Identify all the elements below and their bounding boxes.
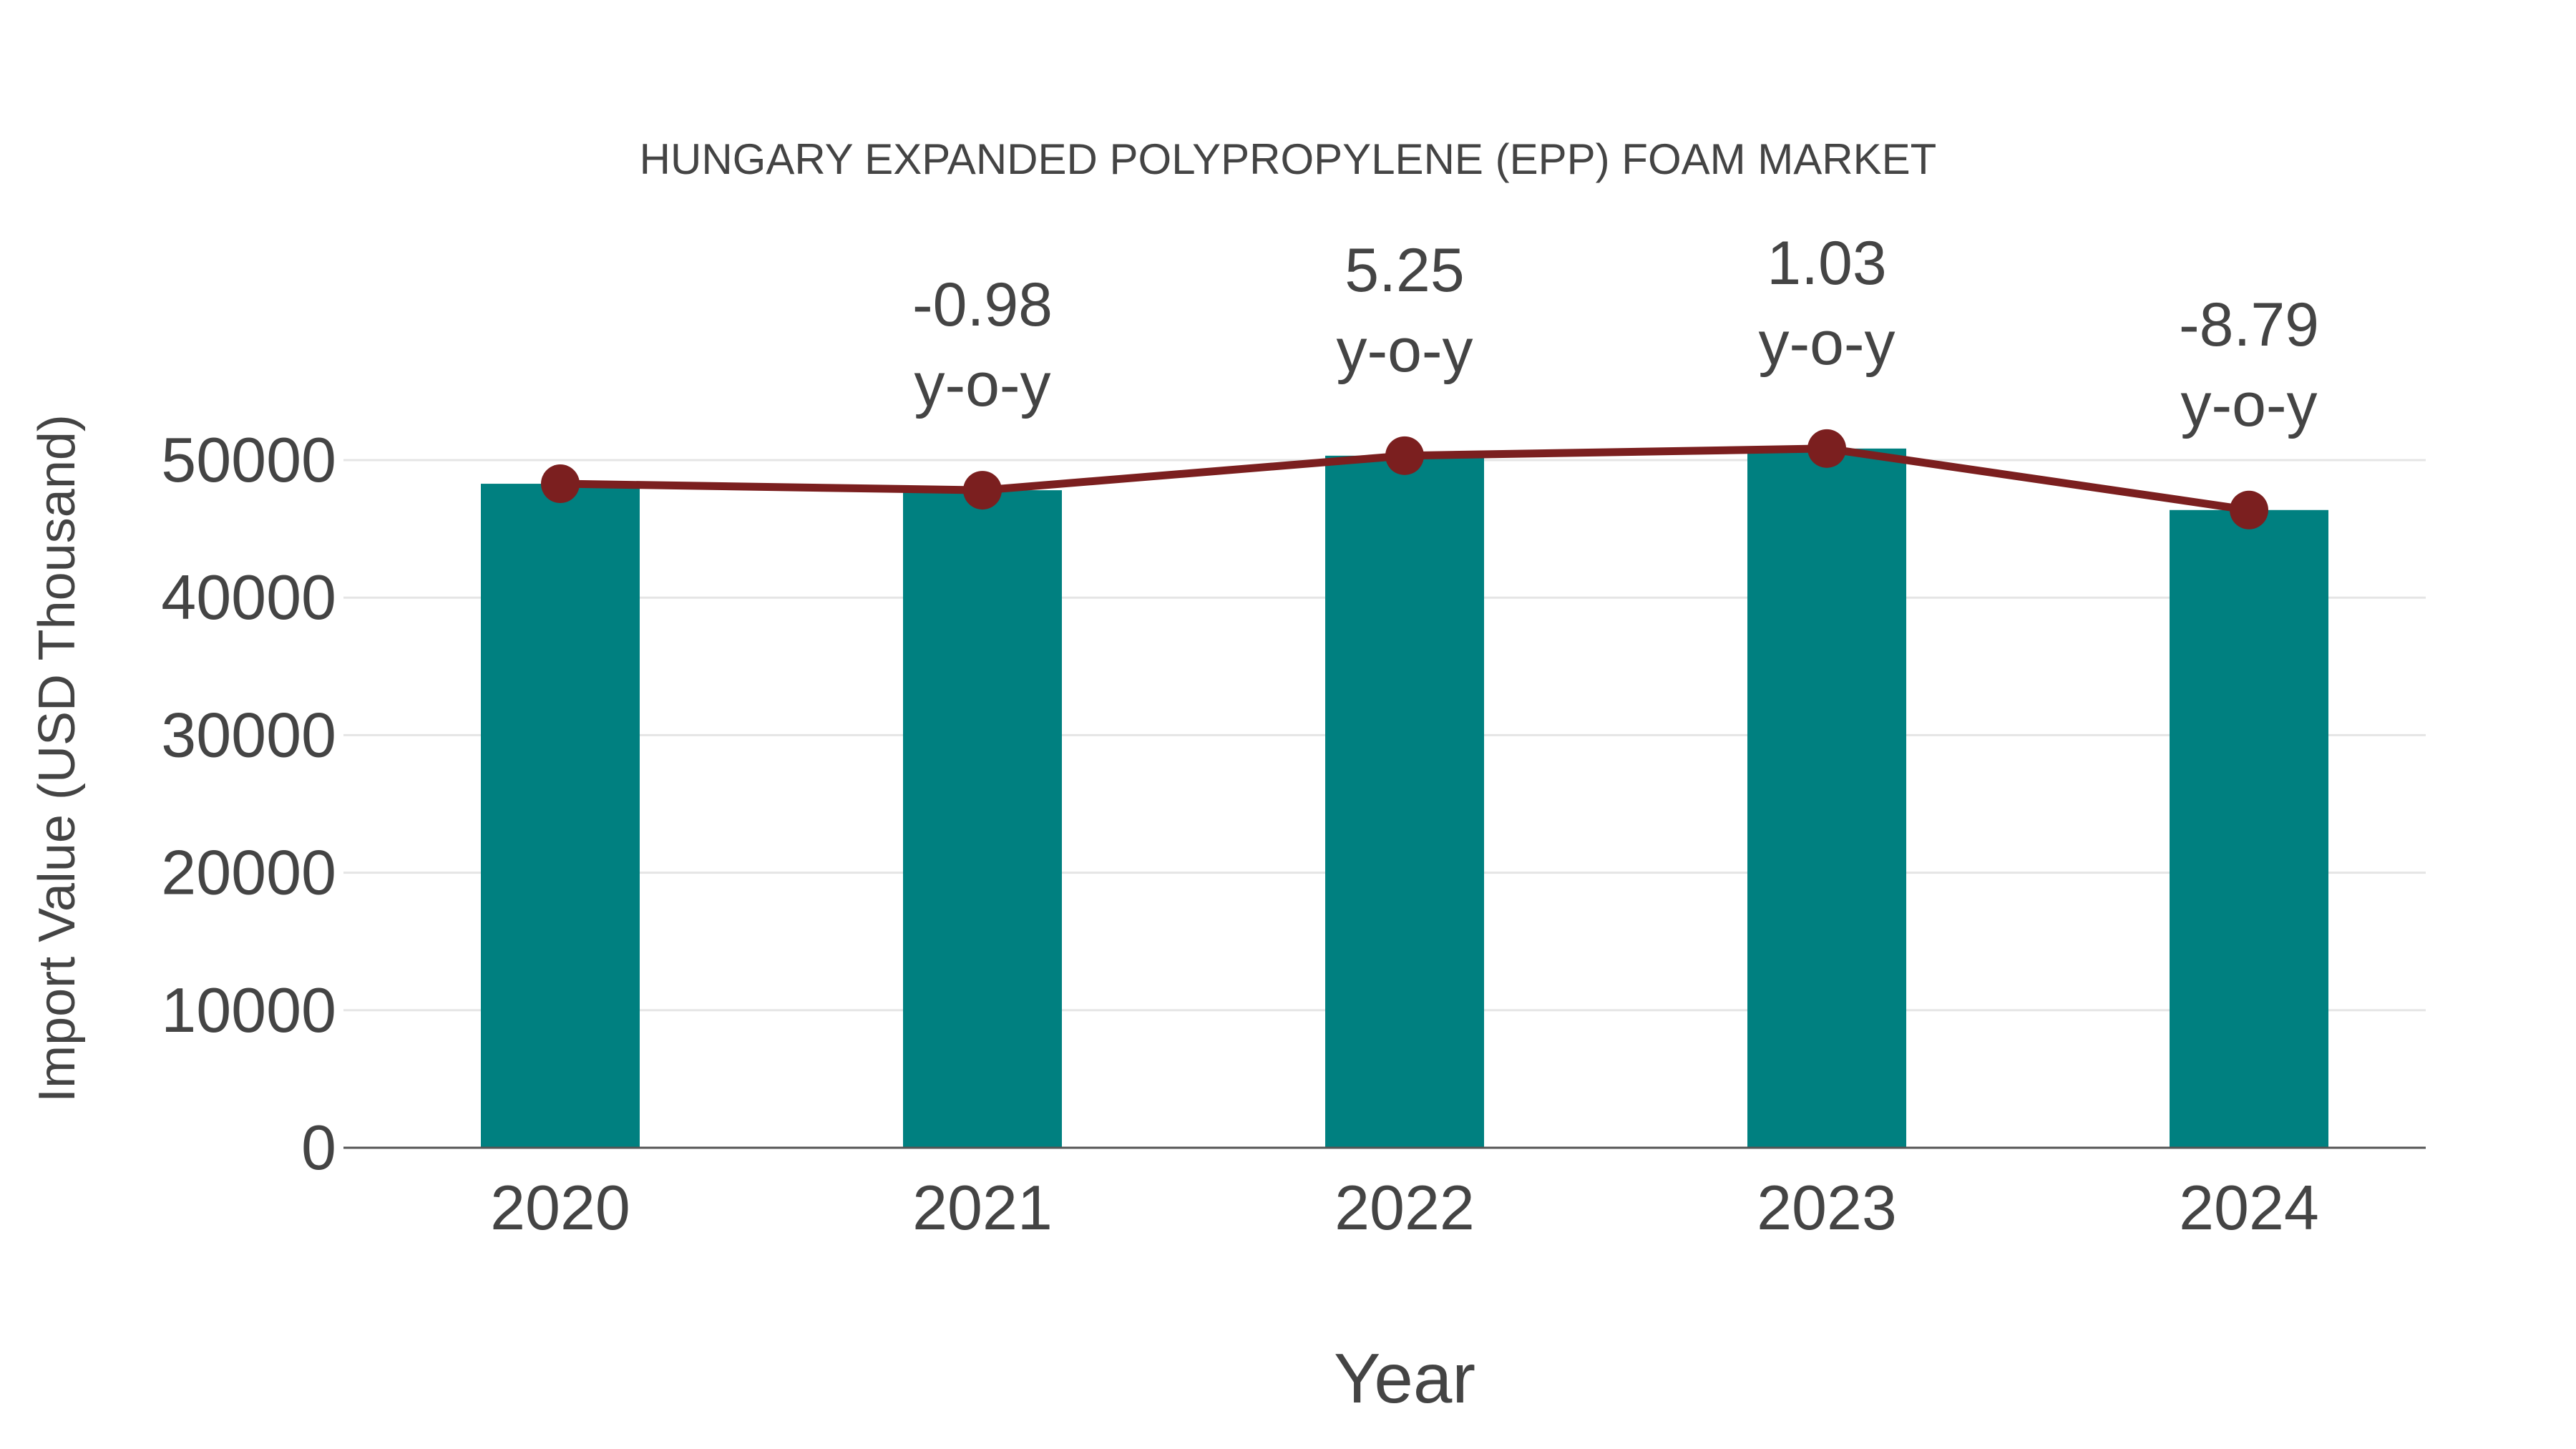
- trend-marker-2020[interactable]: [541, 464, 580, 504]
- bar-2022[interactable]: [1325, 455, 1484, 1148]
- trend-marker-2022[interactable]: [1385, 436, 1424, 475]
- chart-title: HUNGARY EXPANDED POLYPROPYLENE (EPP) FOA…: [640, 135, 1937, 183]
- annotation-2022: 5.25 y-o-y: [1336, 236, 1473, 385]
- trend-marker-2024[interactable]: [2230, 490, 2268, 530]
- annotation-2021: -0.98 y-o-y: [912, 270, 1053, 419]
- y-axis-title: Import Value (USD Thousand): [29, 414, 86, 1103]
- y-tick-label: 20000: [161, 837, 336, 908]
- x-tick-label: 2020: [490, 1172, 630, 1243]
- yoy-value: -0.98: [912, 270, 1053, 339]
- trend-line-series: [541, 429, 2268, 530]
- y-tick-label: 0: [301, 1112, 336, 1183]
- bar-2020[interactable]: [481, 484, 640, 1148]
- x-tick-label: 2021: [912, 1172, 1053, 1243]
- bar-2024[interactable]: [2170, 509, 2328, 1148]
- bar-2023[interactable]: [1747, 448, 1906, 1148]
- yoy-suffix: y-o-y: [914, 351, 1050, 419]
- x-axis-ticks: 2020 2021 2022 2023 2024: [490, 1172, 2319, 1243]
- bar-series: [481, 448, 2328, 1148]
- yoy-suffix: y-o-y: [1336, 316, 1473, 385]
- yoy-value: 5.25: [1345, 236, 1464, 305]
- trend-marker-2021[interactable]: [963, 471, 1002, 510]
- x-tick-label: 2022: [1335, 1172, 1475, 1243]
- y-tick-label: 10000: [161, 975, 336, 1045]
- x-tick-label: 2024: [2179, 1172, 2319, 1243]
- y-tick-label: 40000: [161, 562, 336, 633]
- yoy-value: -8.79: [2179, 291, 2319, 359]
- y-tick-label: 30000: [161, 699, 336, 770]
- y-tick-label: 50000: [161, 424, 336, 495]
- annotation-2023: 1.03 y-o-y: [1758, 229, 1895, 378]
- yoy-suffix: y-o-y: [2180, 371, 2317, 439]
- y-axis-ticks: 0 10000 20000 30000 40000 50000: [161, 424, 336, 1183]
- yoy-value: 1.03: [1767, 229, 1886, 298]
- trend-marker-2023[interactable]: [1807, 429, 1846, 468]
- yoy-annotations: -0.98 y-o-y 5.25 y-o-y 1.03 y-o-y -8.79 y-o-y: [912, 229, 2319, 439]
- x-axis-title: Year: [1334, 1339, 1475, 1418]
- yoy-suffix: y-o-y: [1758, 309, 1895, 378]
- bar-2021[interactable]: [903, 490, 1062, 1148]
- x-tick-label: 2023: [1757, 1172, 1897, 1243]
- annotation-2024: -8.79 y-o-y: [2179, 291, 2319, 439]
